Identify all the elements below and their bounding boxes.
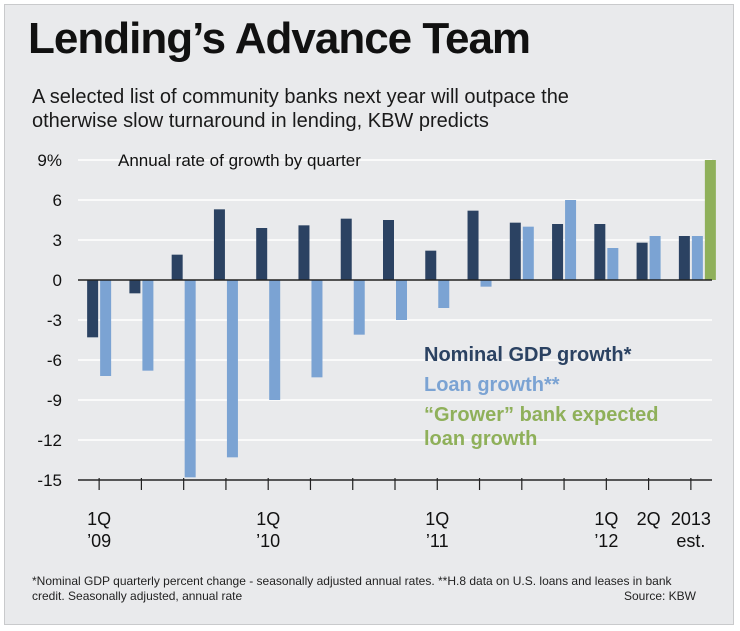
y-tick-label: -3 xyxy=(47,311,62,330)
x-tick-label-year: est. xyxy=(676,531,705,551)
bar-loan xyxy=(226,280,238,458)
bar-loan xyxy=(184,280,196,478)
bar-loan xyxy=(480,280,492,287)
legend-gdp: Nominal GDP growth* xyxy=(424,344,632,366)
bar-loan xyxy=(100,280,112,376)
x-tick-label: 2Q xyxy=(637,509,661,529)
bar-loan xyxy=(396,280,407,320)
x-tick-label-year: ’11 xyxy=(426,531,449,551)
bar-loan xyxy=(649,236,661,280)
bar-gdp xyxy=(298,225,310,280)
axis-labels: 9% 6 3 0 -3 -6 -9 -12 -15 Annual rate of growth b… xyxy=(37,151,710,551)
legend-grower-line-1: “Grower” bank expected xyxy=(424,404,659,426)
x-tick-label: 1Q xyxy=(87,509,111,529)
bar-loan xyxy=(142,280,154,371)
grid-lines xyxy=(78,159,712,481)
y-tick-label: 3 xyxy=(53,231,62,250)
bar-loan xyxy=(438,280,450,308)
y-tick-label: -12 xyxy=(37,431,62,450)
bar-gdp xyxy=(552,224,564,280)
bar-gdp xyxy=(213,209,225,280)
plot-title: Annual rate of growth by quarter xyxy=(118,151,361,170)
bar-gdp xyxy=(256,228,268,280)
bar-gdp xyxy=(383,220,394,280)
bar-loan xyxy=(607,248,619,280)
bars xyxy=(87,160,716,478)
bar-gdp xyxy=(425,250,437,280)
y-tick-label: -9 xyxy=(47,391,62,410)
y-tick-label: 0 xyxy=(53,271,62,290)
bar-gdp xyxy=(340,218,352,280)
subtitle-line-2: otherwise slow turnaround in lending, KB… xyxy=(32,110,489,132)
bar-loan xyxy=(522,226,534,280)
x-tick-label: 1Q xyxy=(594,509,618,529)
chart-title: Lending’s Advance Team xyxy=(28,14,531,63)
bar-grower xyxy=(704,160,716,280)
bar-loan xyxy=(269,280,281,400)
chart-frame xyxy=(4,4,734,625)
y-tick-label: 9% xyxy=(37,151,62,170)
source-note: Source: KBW xyxy=(623,589,696,603)
bar-gdp xyxy=(129,280,141,294)
legend-grower-line-2: loan growth xyxy=(424,428,538,450)
bar-loan xyxy=(691,236,703,280)
bar-gdp xyxy=(509,222,521,280)
bar-gdp xyxy=(467,210,479,280)
x-tick-label-year: ’10 xyxy=(256,531,280,551)
x-tick-label: 2013 xyxy=(671,509,711,529)
bar-loan xyxy=(565,200,577,280)
bar-loan xyxy=(353,280,365,335)
y-tick-label: 6 xyxy=(53,191,62,210)
x-tick-label-year: ’09 xyxy=(87,531,111,551)
bar-gdp xyxy=(678,236,690,280)
axes xyxy=(78,279,712,490)
footnote: *Nominal GDP quarterly percent change - … xyxy=(32,574,672,603)
y-tick-label: -15 xyxy=(37,471,62,490)
bar-chart: 9% 6 3 0 -3 -6 -9 -12 -15 Annual rate of growth b… xyxy=(37,151,716,551)
bar-gdp xyxy=(594,224,606,280)
y-tick-label: -6 xyxy=(47,351,62,370)
legend-loan: Loan growth** xyxy=(424,374,560,396)
x-tick-label: 1Q xyxy=(256,509,280,529)
bar-gdp xyxy=(171,254,183,280)
x-tick-label: 1Q xyxy=(425,509,449,529)
bar-loan xyxy=(311,280,323,378)
bar-gdp xyxy=(636,242,648,280)
x-tick-label-year: ’12 xyxy=(594,531,618,551)
bar-gdp xyxy=(87,280,99,338)
subtitle-line-1: A selected list of community banks next … xyxy=(32,86,569,108)
